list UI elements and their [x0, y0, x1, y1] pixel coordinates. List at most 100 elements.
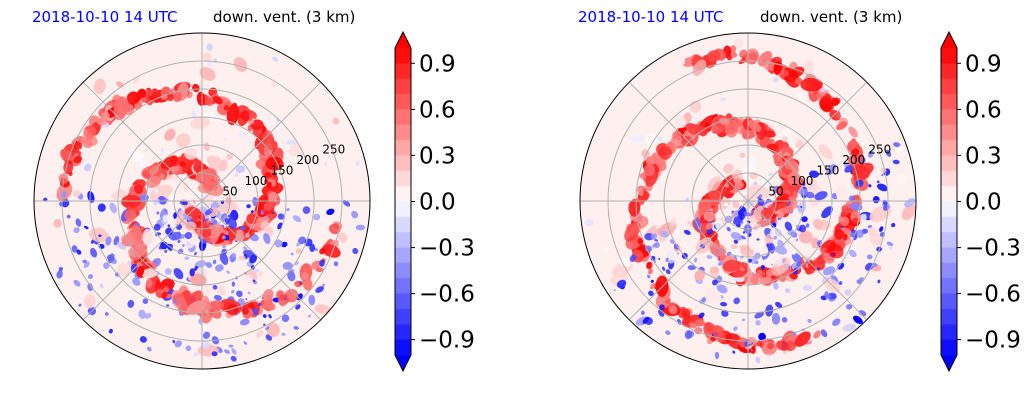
- field-cell: [740, 235, 746, 240]
- colorbar-band: [941, 170, 957, 187]
- field-cell: [792, 250, 796, 255]
- field-cell: [773, 235, 778, 240]
- field-cell: [853, 315, 863, 325]
- field-cell: [313, 213, 321, 221]
- field-cell: [726, 55, 733, 61]
- field-cell: [137, 266, 145, 277]
- colorbar-tick-label: 0.0: [965, 190, 1002, 216]
- field-cell: [820, 170, 827, 180]
- field-cell: [834, 229, 845, 240]
- colorbar-band: [395, 201, 411, 218]
- colorbar-band: [395, 324, 411, 341]
- field-cell: [164, 268, 172, 275]
- field-cell: [194, 251, 197, 256]
- field-cell: [717, 112, 721, 116]
- field-cell: [189, 268, 195, 277]
- field-cell: [82, 259, 88, 264]
- field-cell: [161, 290, 168, 299]
- field-cell: [86, 130, 93, 135]
- field-cell: [766, 354, 770, 357]
- field-cell: [105, 236, 112, 246]
- field-cell: [103, 262, 110, 270]
- field-cell: [646, 261, 652, 269]
- field-cell: [56, 270, 63, 279]
- field-cell: [784, 221, 793, 232]
- field-cell: [212, 259, 217, 265]
- field-cell: [801, 216, 808, 223]
- field-cell: [239, 225, 246, 231]
- field-cell: [267, 181, 272, 188]
- field-cell: [302, 206, 311, 214]
- field-cell: [76, 249, 82, 255]
- field-cell: [707, 50, 721, 62]
- field-cell: [896, 145, 904, 154]
- field-cell: [798, 93, 803, 100]
- field-cell: [842, 233, 848, 241]
- colorbar-band: [941, 339, 957, 356]
- field-cell: [657, 135, 663, 142]
- field-cell: [779, 69, 789, 78]
- field-cell: [684, 330, 693, 340]
- field-cell: [211, 351, 218, 357]
- field-cell: [195, 168, 217, 182]
- field-cell: [176, 133, 191, 148]
- field-cell: [249, 254, 258, 264]
- angular-gridline: [201, 200, 322, 321]
- field-cell: [201, 324, 208, 330]
- colorbar-extend-min: [941, 355, 957, 371]
- field-cell: [127, 239, 134, 247]
- field-cell: [147, 186, 152, 192]
- radial-tick-label: 100: [244, 174, 267, 188]
- field-cell: [165, 227, 174, 236]
- field-cell: [827, 243, 844, 259]
- field-cell: [624, 221, 641, 242]
- field-cell: [787, 140, 793, 145]
- field-cell: [355, 160, 360, 167]
- field-cell: [227, 214, 232, 218]
- field-cell: [706, 254, 713, 260]
- field-cell: [726, 226, 731, 232]
- field-cell: [172, 340, 176, 344]
- field-cell: [794, 77, 803, 85]
- field-cell: [645, 245, 653, 252]
- field-cell: [174, 340, 182, 348]
- field-cell: [202, 331, 211, 339]
- field-cell: [821, 247, 826, 255]
- field-cell: [867, 150, 874, 158]
- colorbar-band: [941, 63, 957, 80]
- field-cell: [725, 332, 743, 350]
- colorbar-extend-max: [941, 32, 957, 48]
- panel-variable-title: down. vent. (3 km): [213, 8, 356, 26]
- field-cell: [141, 268, 158, 279]
- field-cell: [742, 231, 746, 234]
- colorbar-band: [941, 262, 957, 279]
- field-cell: [794, 331, 811, 347]
- field-cell: [855, 179, 864, 188]
- field-cell: [858, 310, 867, 317]
- field-cell: [264, 201, 276, 210]
- field-cell: [212, 284, 218, 290]
- field-cell: [755, 356, 761, 364]
- field-cell: [264, 171, 272, 179]
- polar-frame: [33, 32, 371, 370]
- field-cell: [314, 304, 330, 314]
- colorbar-outline: [940, 30, 958, 373]
- field-cell: [131, 225, 142, 242]
- angular-gridline: [747, 200, 868, 321]
- field-cell: [683, 229, 691, 235]
- field-cell: [268, 314, 272, 319]
- field-cell: [723, 163, 734, 174]
- field-cell: [153, 223, 161, 231]
- field-cell: [714, 351, 720, 360]
- field-cell: [252, 196, 259, 207]
- field-cell: [851, 148, 860, 157]
- colorbar-band: [941, 155, 957, 172]
- field-cell: [893, 142, 901, 148]
- field-cell: [73, 141, 83, 150]
- field-cell: [78, 303, 82, 307]
- field-cell: [650, 233, 658, 240]
- field-cell: [198, 319, 203, 325]
- polar-grid: [34, 33, 370, 369]
- field-cell: [752, 205, 765, 223]
- field-cell: [739, 266, 745, 272]
